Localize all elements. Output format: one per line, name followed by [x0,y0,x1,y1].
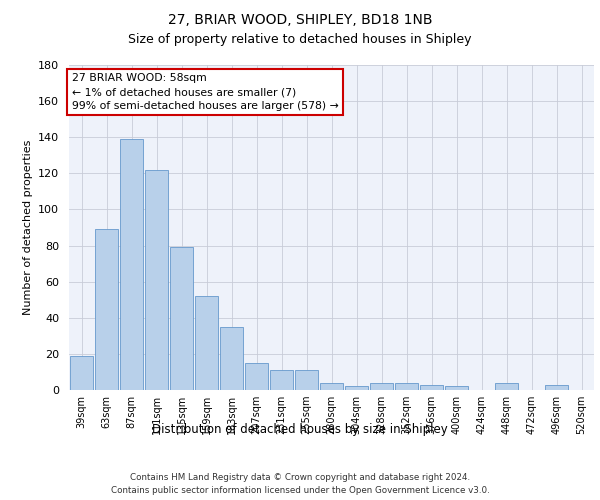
Y-axis label: Number of detached properties: Number of detached properties [23,140,32,315]
Bar [70,356,93,390]
Bar [545,384,568,390]
Bar [220,327,243,390]
Bar [120,139,143,390]
Bar [495,383,518,390]
Bar [395,383,418,390]
Bar [420,384,443,390]
Bar [370,383,393,390]
Bar [245,363,268,390]
Bar [195,296,218,390]
Bar [170,248,193,390]
Text: Contains HM Land Registry data © Crown copyright and database right 2024.: Contains HM Land Registry data © Crown c… [130,472,470,482]
Bar [445,386,468,390]
Text: Distribution of detached houses by size in Shipley: Distribution of detached houses by size … [152,422,448,436]
Bar [145,170,168,390]
Text: Contains public sector information licensed under the Open Government Licence v3: Contains public sector information licen… [110,486,490,495]
Bar [345,386,368,390]
Bar [295,370,318,390]
Bar [270,370,293,390]
Text: 27 BRIAR WOOD: 58sqm
← 1% of detached houses are smaller (7)
99% of semi-detache: 27 BRIAR WOOD: 58sqm ← 1% of detached ho… [71,73,338,111]
Bar [95,230,118,390]
Text: 27, BRIAR WOOD, SHIPLEY, BD18 1NB: 27, BRIAR WOOD, SHIPLEY, BD18 1NB [168,12,432,26]
Text: Size of property relative to detached houses in Shipley: Size of property relative to detached ho… [128,32,472,46]
Bar [320,383,343,390]
